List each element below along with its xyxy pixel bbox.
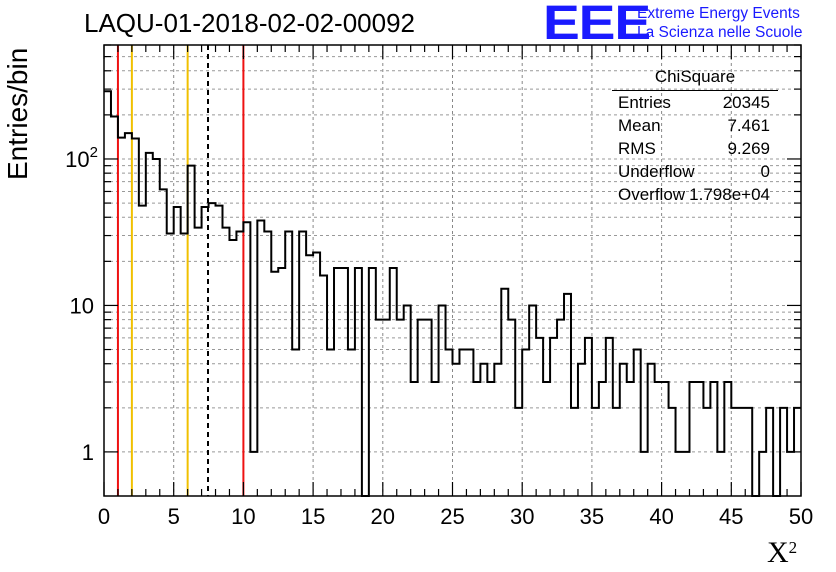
- stats-row: Entries 20345: [610, 91, 778, 114]
- y-tick-label: 1: [82, 440, 94, 465]
- stats-key: RMS: [618, 139, 656, 158]
- x-axis-label-base: X: [767, 536, 789, 569]
- x-tick-label: 50: [789, 504, 813, 529]
- x-tick-label: 45: [719, 504, 743, 529]
- y-tick-label: 102: [65, 144, 98, 172]
- x-tick-label: 10: [231, 504, 255, 529]
- x-tick-label: 40: [649, 504, 673, 529]
- stats-box: ChiSquare Entries 20345 Mean 7.461 RMS 9.26…: [610, 66, 778, 206]
- x-tick-label: 5: [168, 504, 180, 529]
- stats-value: 0: [760, 162, 770, 181]
- stats-title: ChiSquare: [612, 66, 778, 91]
- stats-key: Underflow: [618, 162, 695, 181]
- logo-line-2: La Scienza nelle Scuole: [637, 24, 803, 41]
- x-tick-label: 20: [371, 504, 395, 529]
- stats-row: Overflow 1.798e+04: [610, 183, 778, 206]
- stats-value: 7.461: [727, 116, 770, 135]
- stats-value: 20345: [722, 93, 770, 112]
- histogram-series: [104, 90, 801, 497]
- x-axis-label-superscript: 2: [788, 538, 798, 557]
- stats-key: Entries: [618, 93, 671, 112]
- x-tick-label: 30: [510, 504, 534, 529]
- x-axis-label: X2: [767, 536, 797, 570]
- stats-row: Mean 7.461: [610, 114, 778, 137]
- y-tick-label: 10: [70, 293, 94, 318]
- stats-value: 9.269: [727, 139, 770, 158]
- stats-row: Underflow 0: [610, 160, 778, 183]
- y-tick-label-base: 10: [65, 147, 89, 172]
- plot-title: LAQU-01-2018-02-02-00092: [84, 8, 415, 38]
- x-tick-label: 15: [301, 504, 325, 529]
- y-tick-label-exponent: 2: [90, 144, 98, 161]
- x-tick-label: 25: [440, 504, 464, 529]
- stats-key: Mean: [618, 116, 661, 135]
- x-tick-label: 35: [580, 504, 604, 529]
- stats-row: RMS 9.269: [610, 137, 778, 160]
- stats-value: 1.798e+04: [689, 185, 770, 204]
- logo-line-1: Extreme Energy Events: [637, 5, 800, 22]
- x-tick-label: 0: [98, 504, 110, 529]
- stats-key: Overflow: [618, 185, 686, 204]
- eee-logo: EEE: [543, 0, 651, 50]
